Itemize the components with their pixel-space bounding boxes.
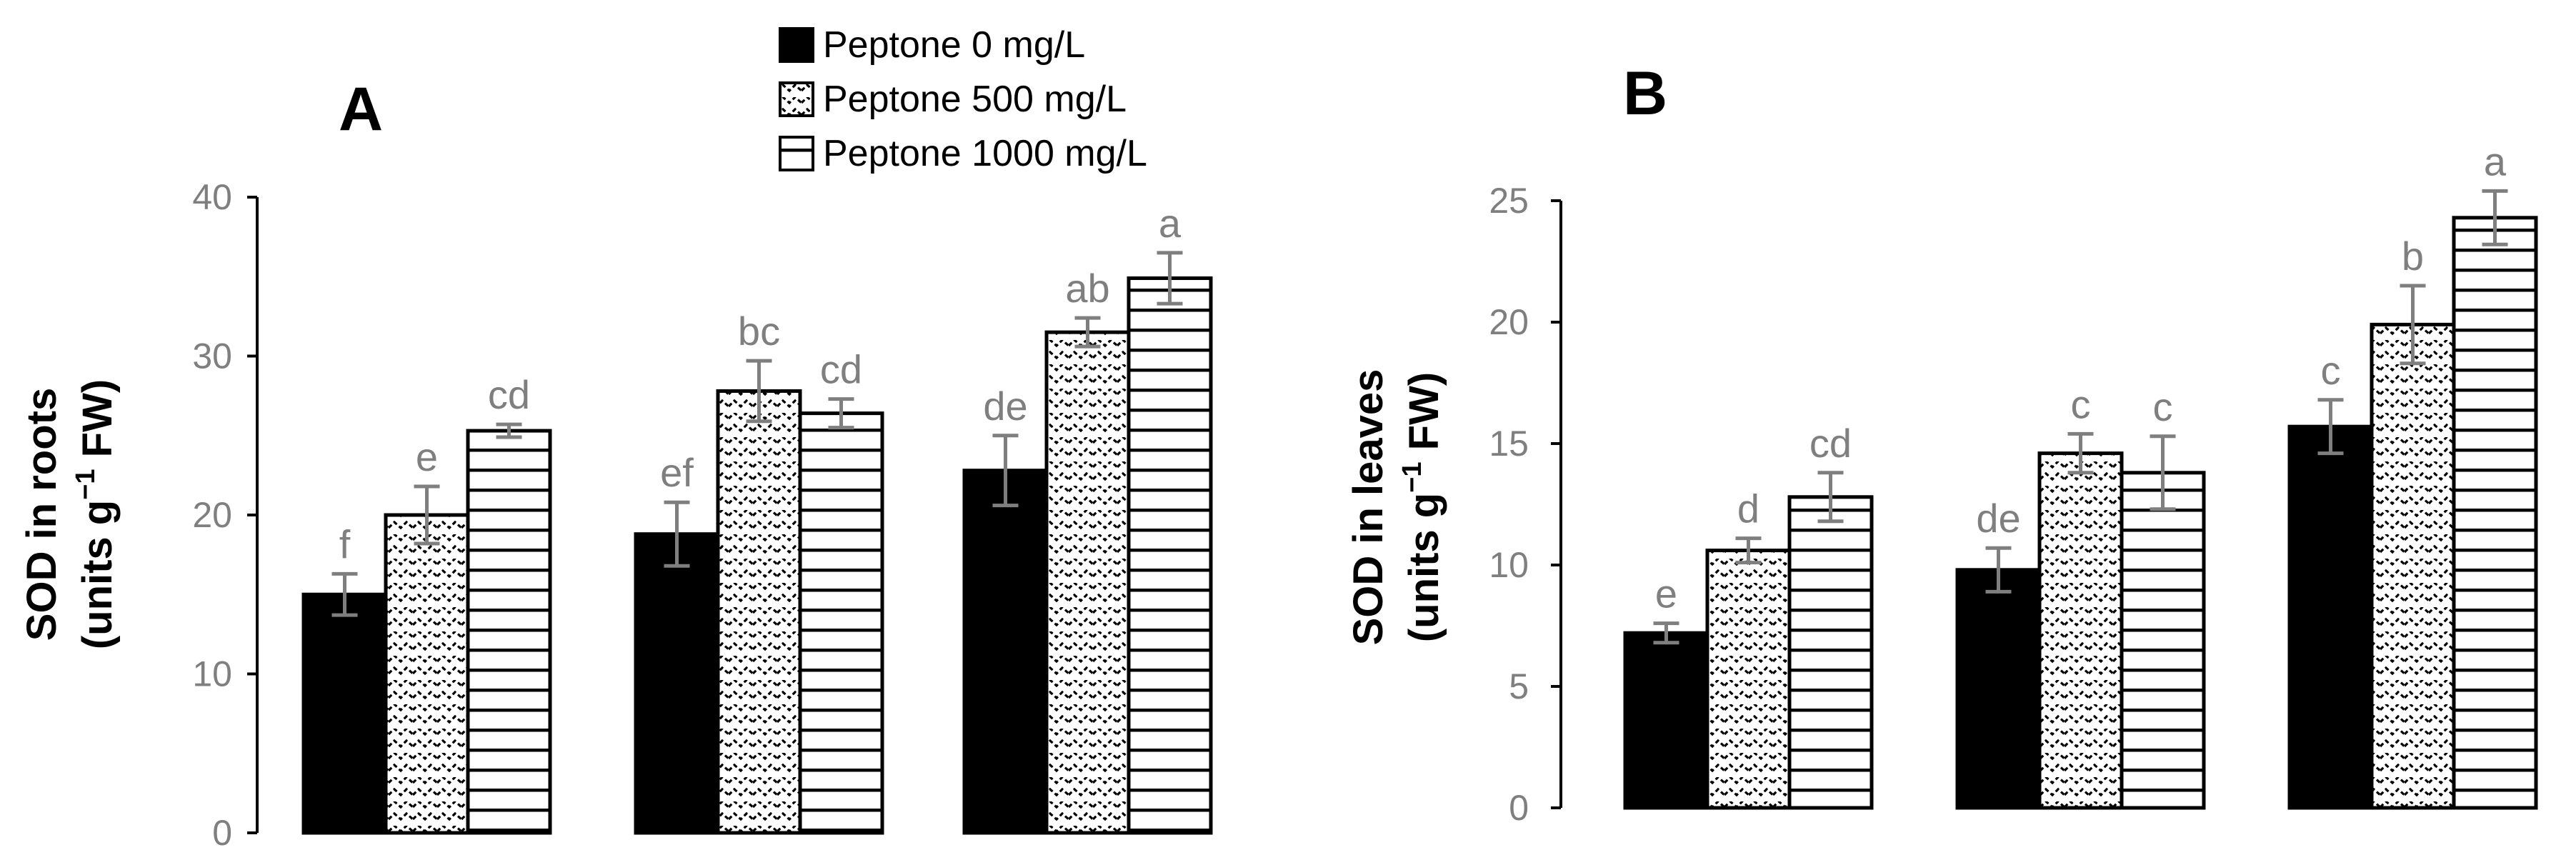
y-tick-label: 20: [1489, 302, 1529, 342]
significance-label: f: [339, 521, 351, 566]
legend-label: Peptone 1000 mg/L: [823, 133, 1147, 174]
significance-label: ab: [1065, 266, 1109, 311]
significance-label: c: [2321, 348, 2341, 393]
bar: [1955, 568, 2042, 810]
y-tick-label: 0: [1509, 788, 1529, 828]
legend-swatch: [779, 27, 814, 63]
significance-label: e: [1655, 571, 1677, 616]
y-tick-label: 40: [192, 177, 232, 217]
y-tick-label: 10: [1489, 545, 1529, 585]
significance-label: cd: [1809, 421, 1852, 466]
panel-a: 0 10 20 30 40 A SOD in roots (units g−1 FW) f ef d…: [19, 75, 1213, 853]
y-axis-title: SOD in leaves (units g−1 FW): [1345, 369, 1447, 646]
bar: [2037, 451, 2124, 810]
y-axis-title-line2: (units g−1 FW): [71, 379, 121, 649]
significance-label: ef: [660, 450, 694, 495]
bar: [634, 532, 720, 835]
y-axis-title-line2: (units g−1 FW): [1397, 372, 1447, 642]
y-tick-label: 0: [212, 813, 232, 853]
bar: [798, 411, 884, 835]
significance-label: de: [983, 384, 1027, 429]
significance-label: cd: [820, 347, 862, 392]
y-axis-title-line1: SOD in leaves: [1345, 369, 1392, 646]
bar: [301, 592, 388, 835]
y-axis-title-line1: SOD in roots: [19, 388, 65, 641]
bar: [1044, 330, 1131, 835]
bar: [2452, 216, 2538, 810]
legend: Peptone 0 mg/L Peptone 500 mg/L Peptone 10…: [779, 24, 1147, 174]
bar: [962, 469, 1049, 835]
legend-swatch: [779, 136, 814, 171]
significance-label: e: [416, 434, 438, 479]
y-axis-title: SOD in roots (units g−1 FW): [19, 379, 121, 649]
bar: [2370, 322, 2456, 810]
y-tick-label: 5: [1509, 666, 1529, 706]
bar: [1787, 495, 1874, 810]
significance-label: de: [1976, 496, 2020, 541]
y-axis-title-unit: (units g: [1401, 493, 1447, 642]
bar: [1623, 631, 1709, 810]
significance-label: bc: [738, 309, 780, 354]
significance-label: d: [1737, 486, 1759, 531]
legend-label: Peptone 0 mg/L: [823, 24, 1085, 66]
y-tick-label: 25: [1489, 181, 1529, 221]
legend-label: Peptone 500 mg/L: [823, 79, 1127, 120]
legend-item: Peptone 500 mg/L: [779, 79, 1127, 120]
y-axis-title-exponent: −1: [1397, 461, 1427, 492]
significance-label: c: [2071, 381, 2091, 426]
legend-swatch: [779, 81, 814, 117]
y-tick-label: 10: [192, 654, 232, 694]
bar: [2287, 424, 2374, 810]
legend-item: Peptone 0 mg/L: [779, 24, 1085, 66]
panel-letter: A: [339, 75, 383, 144]
y-axis-title-unit: (units g: [74, 500, 121, 649]
panel-b: 0 5 10 15 20 25 B SOD in leaves (units g−1 FW) e d…: [1345, 59, 2538, 828]
significance-label: a: [1159, 201, 1182, 246]
bar: [1705, 549, 1792, 810]
significance-label: b: [2402, 234, 2424, 279]
significance-label: a: [2484, 139, 2507, 184]
significance-label: cd: [488, 372, 530, 417]
y-tick-label: 15: [1489, 424, 1529, 464]
legend-item: Peptone 1000 mg/L: [779, 133, 1147, 174]
bar: [2120, 471, 2206, 810]
y-axis-title-unit-end: FW): [74, 379, 121, 469]
bar: [384, 513, 470, 835]
y-axis-title-exponent: −1: [71, 469, 101, 499]
bar: [716, 389, 802, 835]
bar: [466, 429, 552, 835]
y-tick-label: 20: [192, 495, 232, 535]
bar: [1127, 276, 1213, 835]
y-axis-title-unit-end: FW): [1401, 372, 1447, 462]
significance-label: c: [2153, 384, 2173, 429]
y-tick-label: 30: [192, 336, 232, 376]
panel-letter: B: [1623, 59, 1667, 128]
